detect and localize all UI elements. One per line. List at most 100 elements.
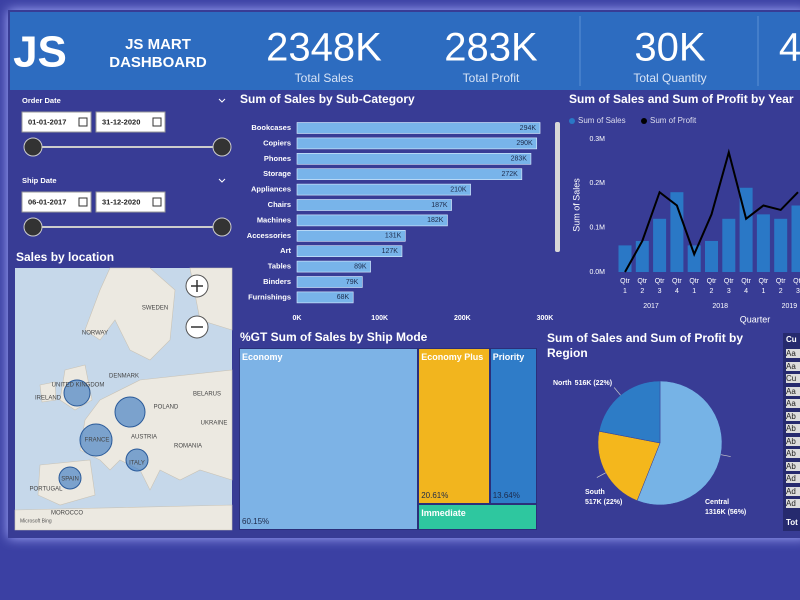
bar[interactable]	[296, 199, 452, 211]
map-bubble[interactable]	[125, 448, 149, 472]
bar[interactable]	[296, 291, 354, 304]
x-tick-label: Qtr 2	[706, 278, 717, 295]
y-tick-label: Chairs	[268, 200, 291, 209]
y-tick-label: 0.3M	[589, 136, 605, 143]
treemap-tile[interactable]	[418, 504, 537, 530]
table-cell: Ad	[786, 486, 800, 496]
x-tick-label: Qtr 1	[758, 278, 769, 295]
map-place: SPAIN	[61, 477, 79, 483]
data-label: 131K	[385, 233, 402, 240]
bar[interactable]	[756, 214, 770, 272]
chart-title: Sum of Sales by Sub-Category	[240, 92, 415, 106]
map-place: ROMANIA	[174, 444, 202, 450]
x-group-label: 2019	[782, 303, 798, 310]
x-tick-label: Qtr 3	[793, 278, 800, 295]
date-input[interactable]	[21, 111, 92, 133]
x-tick-label: Qtr 1	[620, 278, 630, 295]
line	[624, 148, 799, 273]
data-label: 13.64%	[492, 491, 520, 501]
bar[interactable]	[296, 137, 538, 150]
bar[interactable]	[705, 240, 718, 272]
bar[interactable]	[296, 245, 403, 257]
data-label: 187K	[431, 202, 448, 209]
bar[interactable]	[653, 218, 667, 272]
bar[interactable]	[722, 218, 736, 272]
data-label: 68K	[337, 294, 350, 301]
x-tick-label: Qtr 4	[672, 278, 682, 295]
x-tick-label: Qtr 3	[723, 278, 734, 295]
date-input[interactable]	[95, 191, 166, 213]
data-label: 210K	[450, 186, 467, 193]
table-cell: Ab	[786, 424, 800, 433]
data-label: 516K (22%)	[575, 380, 612, 387]
x-group-label: 2018	[712, 303, 728, 310]
slider-handle[interactable]	[212, 137, 232, 157]
date-input[interactable]	[21, 191, 92, 213]
bar[interactable]	[296, 260, 371, 273]
tile-label: Priority	[492, 352, 525, 362]
logo: JS	[13, 28, 67, 77]
map-bubble[interactable]	[114, 396, 146, 428]
chevron[interactable]	[218, 178, 226, 183]
map-land	[14, 504, 233, 531]
y-tick-label: 0.2M	[589, 180, 605, 187]
bar[interactable]	[296, 214, 448, 227]
pie-slice[interactable]	[597, 430, 661, 501]
bar[interactable]	[296, 168, 523, 180]
leader-line	[613, 387, 621, 396]
data-label: 1316K (56%)	[705, 509, 746, 516]
leader-line	[596, 472, 606, 478]
treemap-tile[interactable]	[489, 348, 537, 505]
table-cell: Ad	[786, 499, 800, 508]
bar[interactable]	[635, 240, 649, 272]
kpi-label: Total Sales	[295, 71, 354, 85]
treemap-tile[interactable]	[239, 348, 419, 530]
chart-title: Sum of Sales and Sum of Profit by Year	[569, 92, 794, 106]
pie-slice[interactable]	[598, 380, 661, 444]
filter-label: Order Date	[22, 96, 61, 105]
scrollbar[interactable]	[555, 122, 560, 252]
table-header: Cu	[786, 335, 797, 344]
treemap-tile[interactable]	[418, 348, 490, 505]
legend-label: Sum of Profit	[650, 116, 697, 125]
bar[interactable]	[791, 205, 800, 273]
chevron[interactable]	[218, 98, 226, 103]
map-place: ITALY	[129, 461, 145, 467]
bar[interactable]	[296, 153, 532, 165]
y-tick-label: 0.0M	[589, 269, 605, 276]
data-label: 79K	[346, 279, 359, 286]
calendar-icon	[78, 197, 88, 207]
y-tick-label: 0.1M	[589, 225, 605, 232]
slider-handle[interactable]	[23, 137, 43, 157]
map-bubble[interactable]	[58, 466, 82, 490]
table-cell: Ab	[786, 411, 800, 421]
calendar-icon	[152, 197, 162, 207]
legend-label: Sum of Sales	[578, 116, 626, 125]
date-input[interactable]	[95, 111, 166, 133]
bar[interactable]	[670, 192, 684, 272]
map-place: POLAND	[154, 405, 179, 411]
bar[interactable]	[296, 122, 541, 134]
x-tick-label: Qtr 2	[637, 278, 648, 295]
map-place: UNITED KINGDOM	[52, 383, 105, 389]
bar[interactable]	[774, 218, 788, 272]
slider-handle[interactable]	[23, 217, 43, 237]
table-cell: Aa	[786, 399, 800, 408]
bar[interactable]	[618, 245, 632, 272]
bar[interactable]	[687, 245, 701, 272]
bar[interactable]	[296, 183, 471, 196]
x-tick-label: Qtr 2	[775, 278, 786, 295]
map-bubble[interactable]	[79, 423, 113, 457]
map-place: SWEDEN	[142, 306, 168, 312]
y-axis-title: Sum of Sales	[571, 178, 581, 232]
pie-slice[interactable]	[636, 380, 723, 506]
y-tick-label: Storage	[263, 169, 291, 178]
data-label: 127K	[382, 248, 399, 255]
slider-handle[interactable]	[212, 217, 232, 237]
y-tick-label: Machines	[257, 215, 291, 224]
bar[interactable]	[296, 230, 406, 242]
map-bubble[interactable]	[63, 379, 91, 407]
bar[interactable]	[296, 276, 363, 288]
kpi-label: Total Profit	[463, 71, 520, 85]
